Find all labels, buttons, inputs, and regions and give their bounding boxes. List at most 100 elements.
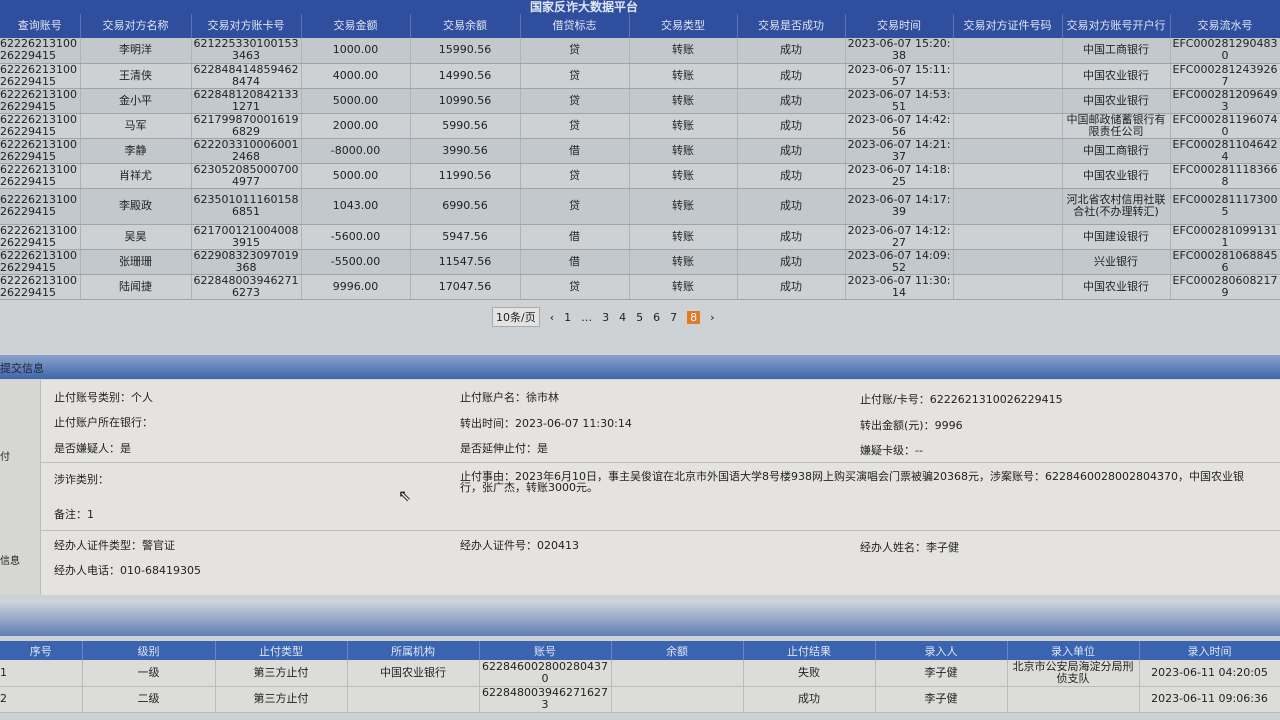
- page-button[interactable]: 7: [670, 310, 678, 324]
- page-size-select[interactable]: 10条/页: [492, 307, 540, 327]
- table-cell: [611, 686, 744, 713]
- side-label: 付: [0, 452, 10, 463]
- table-cell: 中国邮政储蓄银行有限责任公司: [1062, 113, 1171, 139]
- column-header[interactable]: 交易流水号: [1170, 14, 1280, 38]
- column-header: 级别: [82, 641, 216, 660]
- table-cell: 中国农业银行: [1062, 63, 1171, 89]
- next-page-icon[interactable]: ›: [710, 310, 715, 324]
- table-cell: 贷: [520, 88, 630, 114]
- page-button[interactable]: 6: [653, 310, 661, 324]
- table-cell: 5947.56: [410, 224, 521, 250]
- table-cell: 6222621310026229415: [0, 138, 81, 164]
- section-title: 提交信息: [0, 362, 44, 375]
- page-button[interactable]: …: [581, 310, 593, 324]
- table-cell: [953, 188, 1063, 225]
- table-cell: [611, 660, 744, 687]
- table-row[interactable]: 6222621310026229415 王清侠 622848414859462847…: [0, 63, 1280, 89]
- column-header[interactable]: 交易对方账卡号: [191, 14, 302, 38]
- table-cell: EFC0002812439267: [1170, 63, 1280, 89]
- table-cell: 2023-06-07 11:30:14: [845, 274, 954, 300]
- column-header: 序号: [0, 641, 83, 660]
- table-row[interactable]: 6222621310026229415 李殿政 623501011160158685…: [0, 188, 1280, 225]
- table-cell: 王清侠: [80, 63, 192, 89]
- table-cell: [953, 63, 1063, 89]
- column-header: 账号: [479, 641, 612, 660]
- prev-page-icon[interactable]: ‹: [549, 310, 555, 324]
- page-button[interactable]: 3: [602, 310, 610, 324]
- table-row[interactable]: 1 一级 第三方止付 中国农业银行 6228460028002804370 失败 李子健 北京…: [0, 660, 1280, 687]
- table-cell: 成功: [743, 686, 876, 713]
- table-cell: 6222621310026229415: [0, 63, 81, 89]
- column-header[interactable]: 交易是否成功: [737, 14, 846, 38]
- table-cell: 贷: [520, 274, 630, 300]
- pagination: 10条/页 ‹ 1 … 3 4 5 6 7 8 ›: [492, 307, 715, 327]
- card-level: 嫌疑卡级：--: [860, 444, 923, 457]
- table-row[interactable]: 6222621310026229415 马军 6217998700016196829…: [0, 113, 1280, 139]
- table-cell: EFC0002810991311: [1170, 224, 1280, 250]
- table-cell: 2023-06-07 14:09:52: [845, 249, 954, 275]
- table-cell: 17047.56: [410, 274, 521, 300]
- table-cell: 一级: [82, 660, 216, 687]
- table-row[interactable]: 6222621310026229415 陆闻捷 622848003946271627…: [0, 274, 1280, 300]
- table-row[interactable]: 6222621310026229415 张珊珊 622908323097019368…: [0, 249, 1280, 275]
- table-cell: [953, 138, 1063, 164]
- page-button[interactable]: 4: [619, 310, 627, 324]
- column-header[interactable]: 交易对方名称: [80, 14, 192, 38]
- table-cell: 转账: [629, 63, 738, 89]
- table-cell: 2023-06-07 14:21:37: [845, 138, 954, 164]
- table-cell: 2023-06-07 14:17:39: [845, 188, 954, 225]
- table-cell: 金小平: [80, 88, 192, 114]
- table-cell: -5600.00: [301, 224, 411, 250]
- table-cell: EFC0002811960740: [1170, 113, 1280, 139]
- column-header[interactable]: 交易时间: [845, 14, 954, 38]
- table-cell: 11547.56: [410, 249, 521, 275]
- page-button[interactable]: 8: [687, 310, 701, 324]
- table-cell: 6222621310026229415: [0, 274, 81, 300]
- table-cell: 成功: [737, 188, 846, 225]
- table-cell: 5000.00: [301, 88, 411, 114]
- table-row[interactable]: 6222621310026229415 肖祥尤 623052085000700497…: [0, 163, 1280, 189]
- column-header[interactable]: 交易对方证件号码: [953, 14, 1063, 38]
- table-row[interactable]: 6222621310026229415 李静 6222033100060012468…: [0, 138, 1280, 164]
- side-label: 信息: [0, 556, 20, 567]
- table-cell: 成功: [737, 113, 846, 139]
- table-cell: 2023-06-07 15:11:57: [845, 63, 954, 89]
- table-cell: 2023-06-11 04:20:05: [1139, 660, 1280, 687]
- table-cell: 3990.56: [410, 138, 521, 164]
- table-cell: EFC0002811046424: [1170, 138, 1280, 164]
- table-cell: 2023-06-07 14:53:51: [845, 88, 954, 114]
- table-cell: [953, 38, 1063, 64]
- column-header[interactable]: 交易对方账号开户行: [1062, 14, 1171, 38]
- table-cell: 2023-06-07 14:18:25: [845, 163, 954, 189]
- extend: 是否延伸止付：是: [460, 442, 548, 455]
- table-row[interactable]: 2 二级 第三方止付 6228480039462716273 成功 李子健 2023-06-…: [0, 686, 1280, 713]
- table-cell: 贷: [520, 188, 630, 225]
- table-cell: 李殿政: [80, 188, 192, 225]
- table-cell: 转账: [629, 274, 738, 300]
- table-cell: 6228481208421331271: [191, 88, 302, 114]
- table-cell: 成功: [737, 249, 846, 275]
- table-row[interactable]: 6222621310026229415 李明洋 621225330100153346…: [0, 38, 1280, 64]
- table-row[interactable]: 6222621310026229415 吴昊 6217001210040083915…: [0, 224, 1280, 250]
- table-cell: 转账: [629, 88, 738, 114]
- table-cell: EFC0002811183668: [1170, 163, 1280, 189]
- column-header[interactable]: 查询账号: [0, 14, 81, 38]
- table-cell: 6222621310026229415: [0, 38, 81, 64]
- page-button[interactable]: 5: [636, 310, 644, 324]
- table-cell: 2000.00: [301, 113, 411, 139]
- column-header[interactable]: 借贷标志: [520, 14, 630, 38]
- table-cell: 5000.00: [301, 163, 411, 189]
- transactions-table: 查询账号 交易对方名称 交易对方账卡号 交易金额 交易余额 借贷标志 交易类型 交易是否成功交…: [0, 14, 1280, 300]
- column-header[interactable]: 交易金额: [301, 14, 411, 38]
- column-header[interactable]: 交易余额: [410, 14, 521, 38]
- table-cell: 成功: [737, 274, 846, 300]
- table-cell: 6228480039462716273: [479, 686, 612, 713]
- page-button[interactable]: 1: [564, 310, 572, 324]
- table-row[interactable]: 6222621310026229415 金小平 622848120842133127…: [0, 88, 1280, 114]
- table-cell: EFC0002810688456: [1170, 249, 1280, 275]
- table-cell: 6222033100060012468: [191, 138, 302, 164]
- table-cell: 2023-06-07 14:12:27: [845, 224, 954, 250]
- fraud-type: 涉诈类别：: [54, 473, 109, 486]
- table-cell: 9996.00: [301, 274, 411, 300]
- column-header[interactable]: 交易类型: [629, 14, 738, 38]
